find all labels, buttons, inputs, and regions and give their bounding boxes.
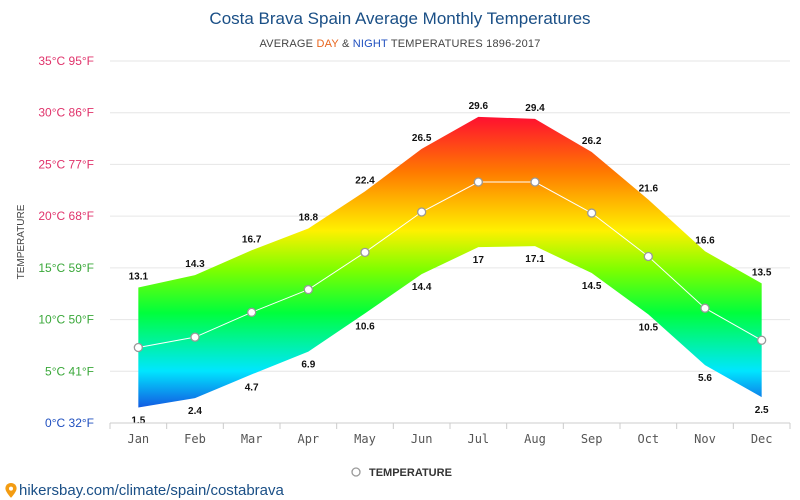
- y-tick-label: 30°C 86°F: [38, 106, 94, 120]
- x-tick-label: Oct: [637, 432, 659, 446]
- night-temperature-label: 4.7: [245, 382, 259, 393]
- y-tick-label: 10°C 50°F: [38, 313, 94, 327]
- y-tick-label: 35°C 95°F: [38, 54, 94, 68]
- night-temperature-label: 2.5: [755, 405, 769, 416]
- subtitle-night: NIGHT: [353, 38, 388, 50]
- x-tick-label: Apr: [297, 432, 319, 446]
- temperature-marker[interactable]: [417, 207, 427, 217]
- night-temperature-label: 1.5: [131, 415, 145, 426]
- y-tick-label: 20°C 68°F: [38, 209, 94, 223]
- day-temperature-label: 14.3: [185, 259, 205, 270]
- location-pin-dot: [9, 486, 13, 491]
- x-tick-label: Mar: [241, 432, 263, 446]
- day-temperature-label: 29.6: [469, 101, 489, 112]
- day-temperature-label: 26.5: [412, 133, 432, 144]
- day-temperature-label: 16.7: [242, 234, 262, 245]
- subtitle-prefix: AVERAGE: [259, 38, 316, 50]
- temperature-range-area: [138, 116, 762, 408]
- x-tick-label: Nov: [694, 432, 716, 446]
- day-temperature-label: 13.5: [752, 267, 772, 278]
- night-temperature-label: 2.4: [188, 406, 202, 417]
- night-temperature-label: 17: [473, 255, 485, 266]
- y-tick-label: 25°C 77°F: [38, 157, 94, 171]
- temperature-marker[interactable]: [190, 332, 200, 342]
- chart-title: Costa Brava Spain Average Monthly Temper…: [209, 9, 590, 28]
- x-tick-label: Jul: [467, 432, 489, 446]
- temperature-marker[interactable]: [700, 303, 710, 313]
- x-tick-label: Sep: [581, 432, 603, 446]
- x-ticks: Jan Feb Mar Apr May Jun Jul Aug Sep Oct Nov Dec: [109, 423, 791, 446]
- temperature-marker[interactable]: [757, 335, 767, 345]
- night-temperature-label: 17.1: [525, 254, 545, 265]
- night-temperature-label: 14.4: [412, 282, 432, 293]
- y-tick-label: 15°C 59°F: [38, 261, 94, 275]
- y-axis-title: TEMPERATURE: [16, 204, 27, 279]
- chart-subtitle: AVERAGE DAY & NIGHT TEMPERATURES 1896-20…: [259, 38, 540, 50]
- temperature-marker[interactable]: [643, 251, 653, 262]
- legend[interactable]: TEMPERATURE: [351, 467, 452, 479]
- day-temperature-label: 29.4: [525, 103, 545, 114]
- source-link[interactable]: hikersbay.com/climate/spain/costabrava: [5, 482, 284, 499]
- night-temperature-label: 6.9: [301, 360, 315, 371]
- subtitle-middle: &: [339, 38, 353, 50]
- day-temperature-label: 21.6: [639, 184, 659, 195]
- y-tick-label: 0°C 32°F: [45, 416, 94, 430]
- temperature-marker[interactable]: [530, 177, 540, 187]
- source-url[interactable]: hikersbay.com/climate/spain/costabrava: [19, 482, 284, 499]
- x-tick-label: Jan: [127, 432, 149, 446]
- temperature-marker[interactable]: [247, 307, 257, 317]
- x-tick-label: Dec: [751, 432, 773, 446]
- temperature-marker[interactable]: [360, 247, 370, 257]
- average-temperature-line: [138, 181, 762, 348]
- night-temperature-label: 10.5: [639, 322, 659, 333]
- x-tick-label: Feb: [184, 432, 206, 446]
- x-tick-label: Aug: [524, 432, 546, 446]
- day-temperature-label: 26.2: [582, 136, 602, 147]
- temperature-marker[interactable]: [303, 284, 313, 295]
- temperature-markers: [133, 177, 767, 353]
- night-temperature-label: 14.5: [582, 281, 602, 292]
- day-temperature-label: 18.8: [299, 213, 319, 224]
- temperature-marker[interactable]: [587, 208, 597, 218]
- y-tick-label: 5°C 41°F: [45, 364, 94, 378]
- legend-marker: [351, 467, 361, 477]
- night-temperature-label: 10.6: [355, 321, 375, 332]
- day-temperature-label: 13.1: [129, 272, 149, 283]
- subtitle-suffix: TEMPERATURES 1896-2017: [388, 38, 541, 50]
- day-temperature-label: 22.4: [355, 175, 375, 186]
- temperature-marker[interactable]: [133, 342, 143, 353]
- x-tick-label: May: [354, 432, 376, 446]
- night-temperature-label: 5.6: [698, 373, 712, 384]
- x-tick-label: Jun: [411, 432, 433, 446]
- legend-label: TEMPERATURE: [369, 467, 452, 479]
- day-temperature-label: 16.6: [695, 235, 715, 246]
- subtitle-day: DAY: [316, 38, 339, 50]
- y-tick-labels: 0°C 32°F 5°C 41°F 10°C 50°F 15°C 59°F 20°C 6…: [38, 54, 94, 430]
- data-labels: 13.1 14.3 16.7 18.8 22.4 26.5 29.6 29.4 26.2 21.6…: [129, 101, 772, 427]
- temperature-marker[interactable]: [473, 177, 483, 187]
